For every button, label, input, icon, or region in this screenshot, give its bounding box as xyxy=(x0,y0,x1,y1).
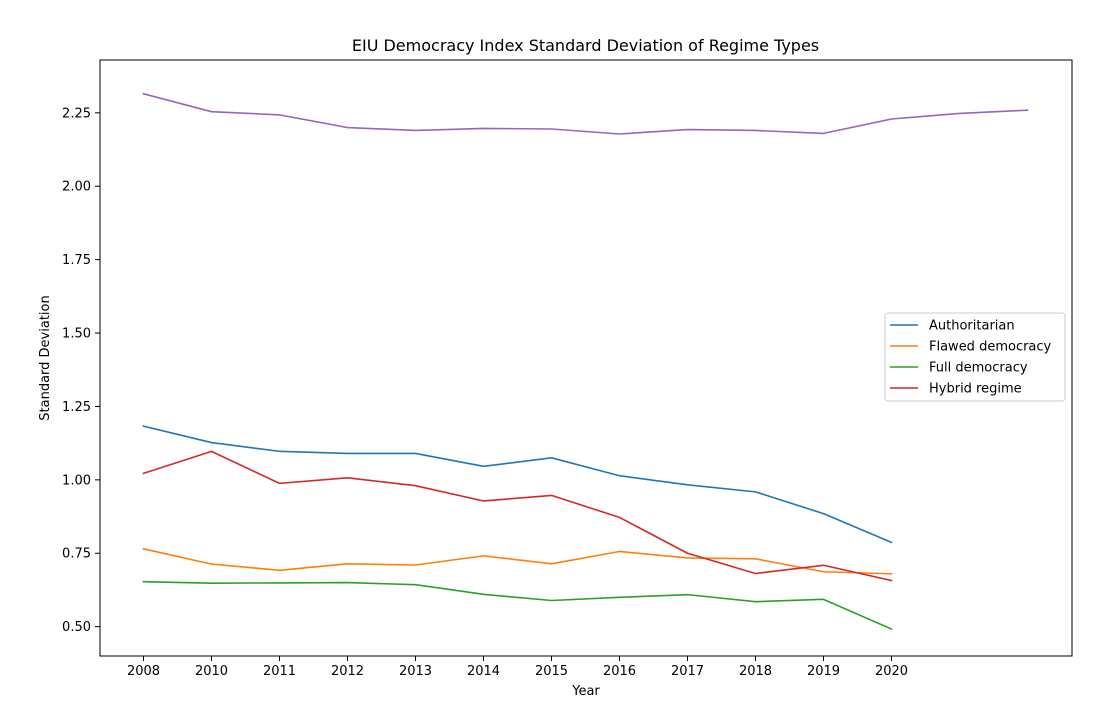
series-line-overall xyxy=(142,92,1029,135)
legend: Authoritarian Flawed democracy Full democr… xyxy=(884,312,1066,402)
x-tick-label: 2013 xyxy=(399,664,432,679)
x-tick-label: 2008 xyxy=(127,664,160,679)
y-tick-label: 1.25 xyxy=(62,400,91,415)
y-axis: 0.50 0.75 1.00 1.25 1.50 1.75 2.00 2.25 xyxy=(62,106,100,635)
x-tick-label: 2010 xyxy=(195,664,228,679)
y-axis-label: Standard Deviation xyxy=(38,295,53,420)
y-tick-label: 1.75 xyxy=(62,253,91,268)
x-tick-label: 2014 xyxy=(467,664,500,679)
y-tick-label: 0.50 xyxy=(62,620,91,635)
x-tick-label: 2018 xyxy=(739,664,772,679)
x-tick-label: 2019 xyxy=(807,664,840,679)
legend-label: Hybrid regime xyxy=(929,382,1022,397)
x-tick-label: 2020 xyxy=(875,664,908,679)
x-axis: 2008 2010 2011 2012 2013 2014 2015 2016 2017 2018… xyxy=(127,656,908,679)
series-line-full-democracy xyxy=(142,580,893,631)
x-tick-label: 2016 xyxy=(603,664,636,679)
y-tick-label: 2.00 xyxy=(62,180,91,195)
y-tick-label: 2.25 xyxy=(62,106,91,121)
y-tick-label: 1.00 xyxy=(62,473,91,488)
x-axis-label: Year xyxy=(571,684,600,699)
plot-area xyxy=(142,92,1029,631)
series-line-flawed-democracy xyxy=(142,547,893,575)
x-tick-label: 2017 xyxy=(671,664,704,679)
legend-label: Flawed democracy xyxy=(929,340,1052,355)
legend-label: Full democracy xyxy=(929,361,1028,376)
x-tick-label: 2015 xyxy=(535,664,568,679)
chart-title: EIU Democracy Index Standard Deviation o… xyxy=(352,36,819,55)
x-tick-label: 2012 xyxy=(331,664,364,679)
series-line-hybrid-regime xyxy=(142,450,893,582)
y-tick-label: 0.75 xyxy=(62,547,91,562)
legend-label: Authoritarian xyxy=(929,319,1015,334)
x-tick-label: 2011 xyxy=(263,664,296,679)
legend-box xyxy=(884,312,1066,402)
y-tick-label: 1.50 xyxy=(62,327,91,342)
axes-frame xyxy=(99,59,1073,657)
series-line-authoritarian xyxy=(142,425,893,544)
